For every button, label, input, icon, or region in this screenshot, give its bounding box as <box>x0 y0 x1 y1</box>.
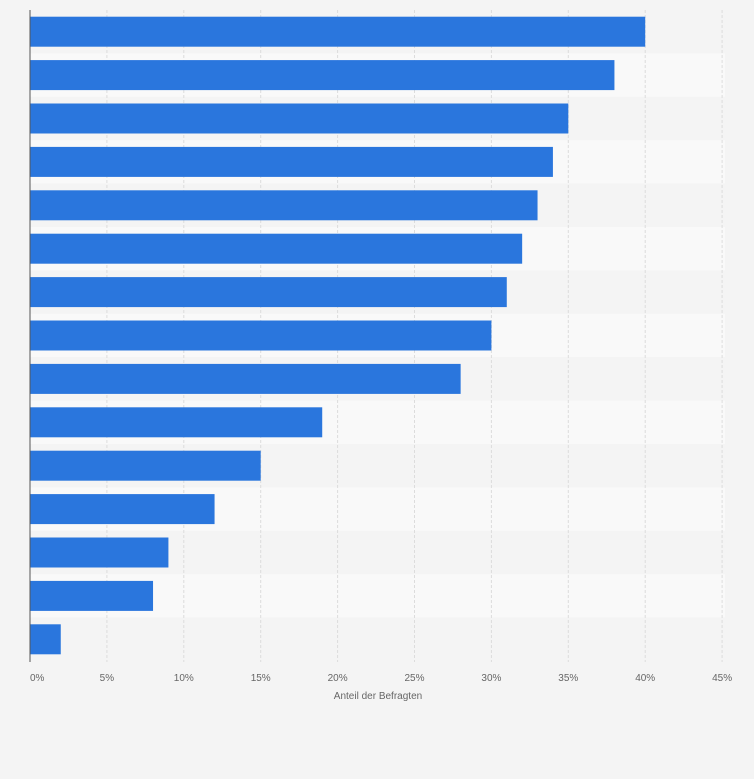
bar[interactable] <box>30 320 492 351</box>
x-tick-label: 10% <box>174 673 194 684</box>
x-tick-label: 25% <box>404 673 424 684</box>
x-axis-title: Anteil der Befragten <box>334 691 422 702</box>
x-tick-label: 35% <box>558 673 578 684</box>
x-tick-label: 15% <box>251 673 271 684</box>
bars <box>30 16 646 655</box>
x-tick-labels: 0% 5% 10% 15% 20% 25% 30% 35% 40% 45% <box>30 673 732 684</box>
bar[interactable] <box>30 494 215 525</box>
x-tick-label: 30% <box>481 673 501 684</box>
bar[interactable] <box>30 407 323 438</box>
bar[interactable] <box>30 16 646 47</box>
bar[interactable] <box>30 277 507 308</box>
x-tick-label: 20% <box>328 673 348 684</box>
x-tick-label: 45% <box>712 673 732 684</box>
bar[interactable] <box>30 580 154 611</box>
x-tick-label: 5% <box>100 673 115 684</box>
bar[interactable] <box>30 146 553 177</box>
x-tick-label: 40% <box>635 673 655 684</box>
bar[interactable] <box>30 363 461 394</box>
bar[interactable] <box>30 103 569 134</box>
bar[interactable] <box>30 60 615 91</box>
bar[interactable] <box>30 624 61 655</box>
bar[interactable] <box>30 190 538 221</box>
x-tick-label: 0% <box>30 673 45 684</box>
bar[interactable] <box>30 450 261 481</box>
bar[interactable] <box>30 233 523 264</box>
row-band <box>30 617 725 661</box>
bar[interactable] <box>30 537 169 568</box>
